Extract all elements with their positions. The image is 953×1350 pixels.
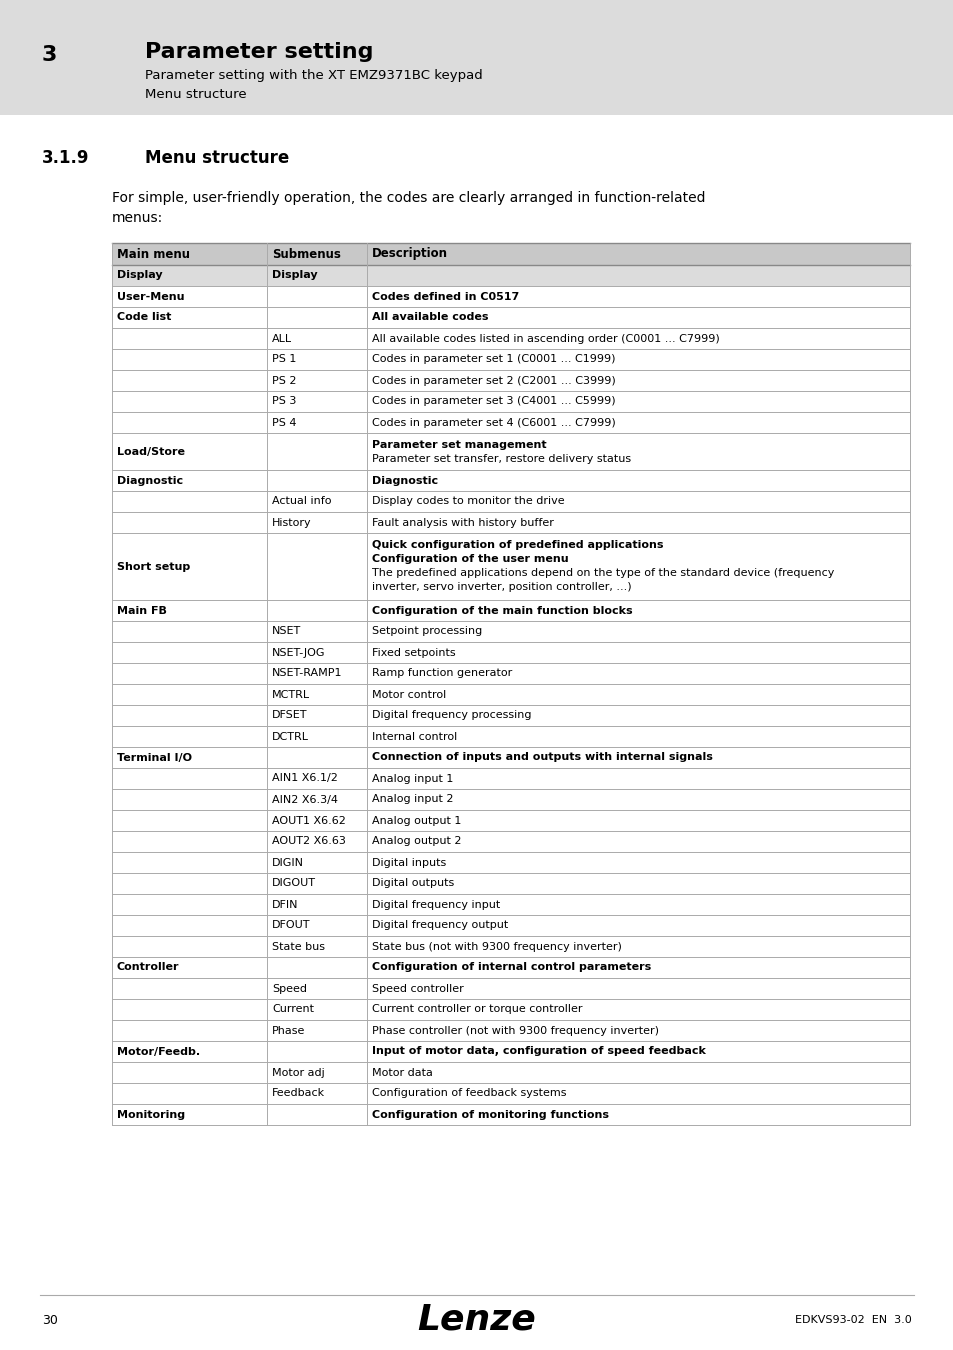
Text: Fault analysis with history buffer: Fault analysis with history buffer bbox=[372, 517, 554, 528]
Text: State bus: State bus bbox=[272, 941, 325, 952]
Text: DFSET: DFSET bbox=[272, 710, 307, 721]
Text: Main FB: Main FB bbox=[117, 606, 167, 616]
Text: PS 3: PS 3 bbox=[272, 397, 296, 406]
Text: Feedback: Feedback bbox=[272, 1088, 325, 1099]
Text: Load/Store: Load/Store bbox=[117, 447, 185, 456]
Text: All available codes: All available codes bbox=[372, 312, 488, 323]
Text: Description: Description bbox=[372, 247, 448, 261]
Text: NSET: NSET bbox=[272, 626, 301, 636]
Text: Configuration of the main function blocks: Configuration of the main function block… bbox=[372, 606, 632, 616]
Text: inverter, servo inverter, position controller, ...): inverter, servo inverter, position contr… bbox=[372, 582, 631, 593]
Text: Current controller or torque controller: Current controller or torque controller bbox=[372, 1004, 582, 1014]
Text: Main menu: Main menu bbox=[117, 247, 190, 261]
Text: Menu structure: Menu structure bbox=[145, 89, 247, 101]
Text: Codes in parameter set 2 (C2001 ... C3999): Codes in parameter set 2 (C2001 ... C399… bbox=[372, 375, 615, 386]
Text: For simple, user-friendly operation, the codes are clearly arranged in function-: For simple, user-friendly operation, the… bbox=[112, 190, 705, 205]
Text: Terminal I/O: Terminal I/O bbox=[117, 752, 192, 763]
Text: User-Menu: User-Menu bbox=[117, 292, 184, 301]
Text: Motor data: Motor data bbox=[372, 1068, 433, 1077]
Text: Phase controller (not with 9300 frequency inverter): Phase controller (not with 9300 frequenc… bbox=[372, 1026, 659, 1035]
Text: Parameter setting with the XT EMZ9371BC keypad: Parameter setting with the XT EMZ9371BC … bbox=[145, 69, 482, 81]
Text: Analog output 2: Analog output 2 bbox=[372, 837, 461, 846]
Text: State bus (not with 9300 frequency inverter): State bus (not with 9300 frequency inver… bbox=[372, 941, 621, 952]
Text: MCTRL: MCTRL bbox=[272, 690, 310, 699]
Text: Analog input 2: Analog input 2 bbox=[372, 795, 453, 805]
Text: Codes in parameter set 1 (C0001 ... C1999): Codes in parameter set 1 (C0001 ... C199… bbox=[372, 355, 615, 364]
Text: Connection of inputs and outputs with internal signals: Connection of inputs and outputs with in… bbox=[372, 752, 712, 763]
Text: NSET-RAMP1: NSET-RAMP1 bbox=[272, 668, 342, 679]
Text: Analog input 1: Analog input 1 bbox=[372, 774, 453, 783]
Text: Digital frequency output: Digital frequency output bbox=[372, 921, 508, 930]
Text: Codes defined in C0517: Codes defined in C0517 bbox=[372, 292, 518, 301]
Text: Digital outputs: Digital outputs bbox=[372, 879, 454, 888]
Text: PS 1: PS 1 bbox=[272, 355, 296, 364]
Text: The predefined applications depend on the type of the standard device (frequency: The predefined applications depend on th… bbox=[372, 568, 834, 579]
Text: Diagnostic: Diagnostic bbox=[117, 475, 183, 486]
Text: Display: Display bbox=[272, 270, 317, 281]
Text: Motor adj: Motor adj bbox=[272, 1068, 324, 1077]
Text: Setpoint processing: Setpoint processing bbox=[372, 626, 482, 636]
Text: Lenze: Lenze bbox=[417, 1303, 536, 1336]
Text: All available codes listed in ascending order (C0001 ... C7999): All available codes listed in ascending … bbox=[372, 333, 719, 343]
Text: Diagnostic: Diagnostic bbox=[372, 475, 437, 486]
Text: Digital frequency input: Digital frequency input bbox=[372, 899, 499, 910]
Bar bbox=[112, 265, 909, 286]
Text: AOUT2 X6.63: AOUT2 X6.63 bbox=[272, 837, 346, 846]
Text: Fixed setpoints: Fixed setpoints bbox=[372, 648, 456, 657]
Text: Parameter set transfer, restore delivery status: Parameter set transfer, restore delivery… bbox=[372, 454, 631, 463]
Text: ALL: ALL bbox=[272, 333, 292, 343]
Text: DIGOUT: DIGOUT bbox=[272, 879, 315, 888]
Text: Input of motor data, configuration of speed feedback: Input of motor data, configuration of sp… bbox=[372, 1046, 705, 1057]
Text: Quick configuration of predefined applications: Quick configuration of predefined applic… bbox=[372, 540, 662, 551]
Text: 3: 3 bbox=[42, 45, 57, 65]
Text: Analog output 1: Analog output 1 bbox=[372, 815, 461, 825]
Text: PS 2: PS 2 bbox=[272, 375, 296, 386]
Text: Display codes to monitor the drive: Display codes to monitor the drive bbox=[372, 497, 564, 506]
Text: Speed controller: Speed controller bbox=[372, 984, 463, 994]
Text: AIN2 X6.3/4: AIN2 X6.3/4 bbox=[272, 795, 337, 805]
Text: Parameter setting: Parameter setting bbox=[145, 42, 374, 62]
Text: Internal control: Internal control bbox=[372, 732, 456, 741]
Text: Display: Display bbox=[117, 270, 162, 281]
Text: AIN1 X6.1/2: AIN1 X6.1/2 bbox=[272, 774, 337, 783]
Text: Phase: Phase bbox=[272, 1026, 305, 1035]
Text: Motor/Feedb.: Motor/Feedb. bbox=[117, 1046, 200, 1057]
Text: Configuration of the user menu: Configuration of the user menu bbox=[372, 555, 568, 564]
Text: AOUT1 X6.62: AOUT1 X6.62 bbox=[272, 815, 346, 825]
Text: DFOUT: DFOUT bbox=[272, 921, 310, 930]
Text: Monitoring: Monitoring bbox=[117, 1110, 185, 1119]
Text: Digital inputs: Digital inputs bbox=[372, 857, 446, 868]
Text: History: History bbox=[272, 517, 312, 528]
Text: Submenus: Submenus bbox=[272, 247, 340, 261]
Text: Configuration of monitoring functions: Configuration of monitoring functions bbox=[372, 1110, 608, 1119]
Text: DIGIN: DIGIN bbox=[272, 857, 304, 868]
Text: Controller: Controller bbox=[117, 963, 179, 972]
Text: PS 4: PS 4 bbox=[272, 417, 296, 428]
Text: Short setup: Short setup bbox=[117, 562, 190, 571]
Bar bbox=[112, 243, 909, 265]
Text: Motor control: Motor control bbox=[372, 690, 446, 699]
Text: DFIN: DFIN bbox=[272, 899, 298, 910]
Text: Digital frequency processing: Digital frequency processing bbox=[372, 710, 531, 721]
Text: Codes in parameter set 4 (C6001 ... C7999): Codes in parameter set 4 (C6001 ... C799… bbox=[372, 417, 615, 428]
Text: menus:: menus: bbox=[112, 211, 163, 225]
Bar bbox=[0, 0, 953, 115]
Text: Ramp function generator: Ramp function generator bbox=[372, 668, 512, 679]
Text: Current: Current bbox=[272, 1004, 314, 1014]
Text: Parameter set management: Parameter set management bbox=[372, 440, 546, 450]
Text: Codes in parameter set 3 (C4001 ... C5999): Codes in parameter set 3 (C4001 ... C599… bbox=[372, 397, 615, 406]
Text: 30: 30 bbox=[42, 1314, 58, 1327]
Text: Actual info: Actual info bbox=[272, 497, 331, 506]
Text: DCTRL: DCTRL bbox=[272, 732, 309, 741]
Text: NSET-JOG: NSET-JOG bbox=[272, 648, 325, 657]
Text: Configuration of internal control parameters: Configuration of internal control parame… bbox=[372, 963, 651, 972]
Text: EDKVS93-02  EN  3.0: EDKVS93-02 EN 3.0 bbox=[795, 1315, 911, 1324]
Text: 3.1.9: 3.1.9 bbox=[42, 148, 90, 167]
Text: Configuration of feedback systems: Configuration of feedback systems bbox=[372, 1088, 566, 1099]
Text: Menu structure: Menu structure bbox=[145, 148, 289, 167]
Text: Code list: Code list bbox=[117, 312, 172, 323]
Text: Speed: Speed bbox=[272, 984, 307, 994]
